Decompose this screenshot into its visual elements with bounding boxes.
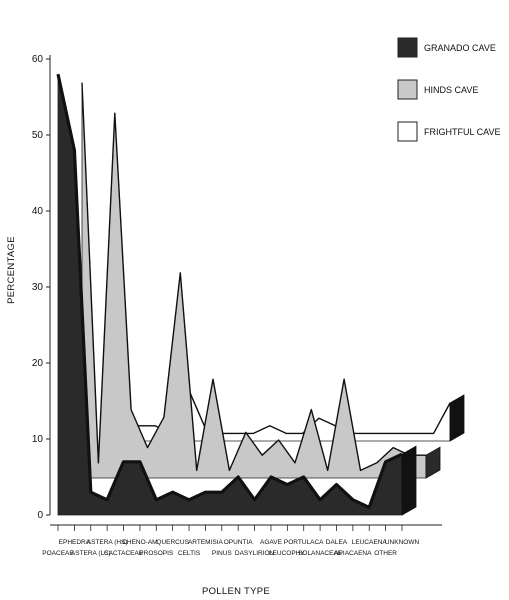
category-labels: POACEAE EPHEDRA ASTERA (LS) ASTERA (HS) CACT… [42, 525, 419, 557]
y-tick-label: 20 [32, 358, 44, 369]
category-label: EPHEDRA [59, 539, 91, 546]
category-label: PINUS [212, 550, 233, 557]
legend-label: FRIGHTFUL CAVE [424, 127, 501, 137]
y-tick-label: 50 [32, 130, 44, 141]
legend-swatch [397, 79, 418, 100]
category-label: POACEAE [42, 550, 74, 557]
y-axis-title: PERCENTAGE [6, 236, 17, 304]
y-tick-label: 10 [32, 434, 44, 445]
y-tick-label: 0 [37, 510, 43, 521]
category-label: DALEA [326, 539, 348, 546]
category-label: SOLANACEAE [298, 550, 343, 557]
category-label: PROSOPIS [139, 550, 174, 557]
y-tick-label: 60 [32, 54, 44, 65]
y-tick-label: 40 [32, 206, 44, 217]
category-label: QUERCUS [156, 539, 189, 546]
category-label: UNKNOWN [385, 539, 420, 546]
category-label: ASTERA (HS) [87, 539, 128, 546]
series-area [81, 82, 427, 479]
category-label: CHENO-AM [122, 539, 157, 546]
category-label: APIACAENA [334, 550, 372, 557]
category-label: DASYLIRION [235, 550, 275, 557]
category-label: CELTIS [178, 550, 201, 557]
legend: GRANADO CAVE HINDS CAVE FRIGHTFUL CAVE [397, 37, 501, 142]
series-line [81, 82, 426, 472]
category-label: LEUCAENA [352, 539, 388, 546]
category-label: LEUCOPHY. [269, 550, 306, 557]
series-end-cap [449, 394, 465, 442]
axes: 0 10 20 30 40 50 60 [32, 54, 442, 526]
category-label: ASTERA (LS) [71, 550, 111, 557]
x-axis-title: POLLEN TYPE [202, 586, 270, 597]
legend-swatch [397, 37, 418, 58]
series-line [105, 349, 451, 435]
category-label: AGAVE [260, 539, 283, 546]
series-end-cap [401, 445, 417, 516]
legend-swatch [397, 121, 418, 142]
category-label: OTHER [374, 550, 397, 557]
legend-label: GRANADO CAVE [424, 43, 496, 53]
legend-label: HINDS CAVE [424, 85, 478, 95]
category-label: PORTULACA [284, 539, 324, 546]
series-ribbons [56, 73, 465, 516]
category-label: ARTEMISIA [188, 539, 224, 546]
y-tick-label: 30 [32, 282, 44, 293]
category-label: CACTACEAE [104, 550, 144, 557]
series-line [56, 73, 403, 509]
category-label: OPUNTIA [224, 539, 254, 546]
series-end-cap [425, 446, 441, 479]
